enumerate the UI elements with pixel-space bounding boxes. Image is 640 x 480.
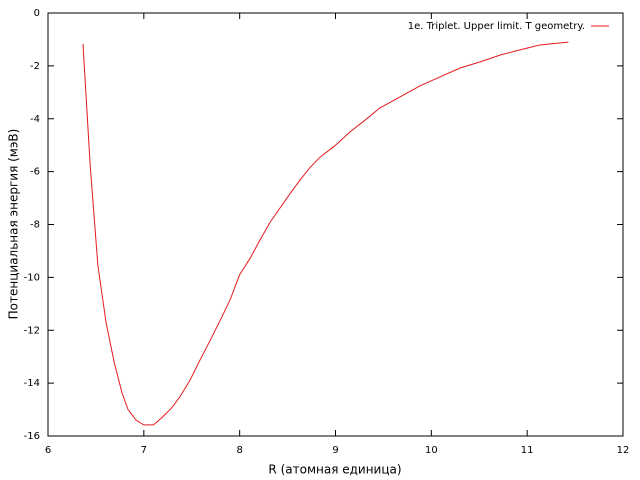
x-tick-label: 10 [425,445,438,456]
y-tick-label: -10 [24,272,40,283]
line [82,41,569,426]
x-tick-label: 8 [236,445,242,456]
y-tick-label: 0 [34,8,40,19]
y-tick-label: -2 [30,61,40,72]
x-tick-label: 11 [521,445,534,456]
x-tick-label: 7 [141,445,147,456]
y-tick-label: -16 [24,431,40,442]
x-axis-label: R (атомная единица) [268,463,401,477]
y-tick-label: -14 [24,378,40,389]
x-tick-label: 6 [45,445,51,456]
y-tick-label: -4 [30,114,40,125]
legend-label: 1e. Triplet. Upper limit. T geometry. [408,21,585,32]
plot-frame [47,12,624,437]
y-axis-label: Потенциальная энергия (мэВ) [7,129,21,320]
y-tick-label: -12 [24,325,40,336]
y-tick-label: -8 [30,220,40,231]
y-tick-label: -6 [30,167,40,178]
x-tick-label: 9 [332,445,338,456]
x-tick-label: 12 [617,445,630,456]
